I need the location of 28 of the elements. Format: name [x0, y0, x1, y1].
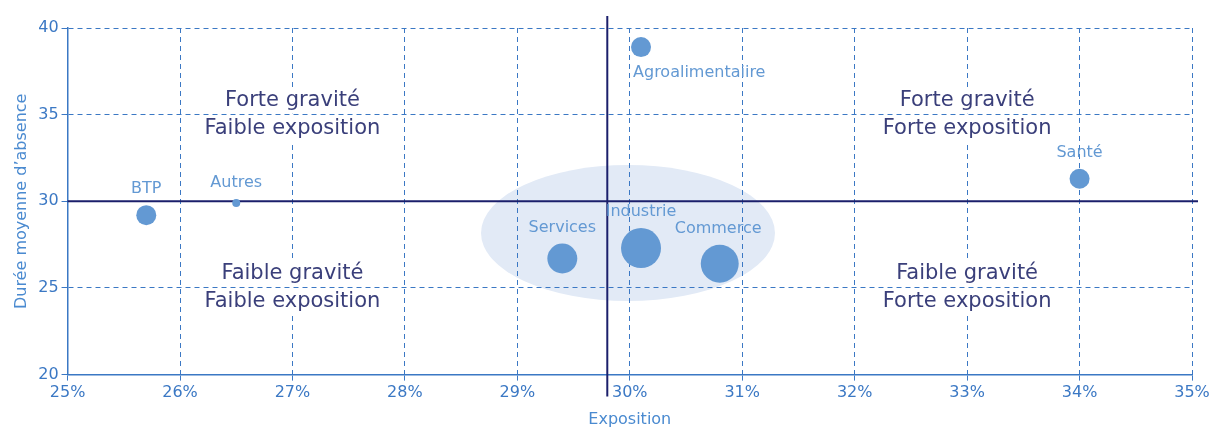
x-tick-label: 30% — [612, 382, 648, 402]
annotation: Faible gravité Faible exposition — [204, 260, 381, 313]
y-tick-label: 20 — [38, 363, 59, 383]
x-tick-label: 34% — [1061, 382, 1098, 402]
series-label: Autres — [210, 172, 263, 192]
annotation: Faible gravité Forte exposition — [882, 260, 1052, 313]
y-tick-label: 35 — [38, 103, 59, 123]
x-tick-label: 25% — [49, 382, 86, 402]
annotation: Forte gravité Faible exposition — [204, 87, 381, 140]
x-axis-title: Exposition — [588, 408, 672, 428]
x-tick-label: 28% — [387, 382, 423, 402]
x-tick-label: 27% — [274, 382, 311, 402]
y-axis-title: Durée moyenne d’absence — [10, 93, 30, 310]
y-tick-label: 40 — [38, 17, 59, 37]
x-tick-label: 33% — [949, 382, 985, 402]
series-label: Commerce — [674, 217, 762, 237]
series-label: Services — [528, 216, 597, 236]
series-label: Agroalimentaiire — [633, 62, 766, 82]
series-label: Santé — [1056, 141, 1103, 161]
x-tick-label: 32% — [836, 382, 873, 402]
y-tick-label: 30 — [38, 190, 59, 210]
annotation: Forte gravité Forte exposition — [882, 87, 1052, 140]
series-label: BTP — [131, 178, 162, 198]
y-tick-label: 25 — [38, 277, 59, 297]
x-tick-label: 31% — [724, 382, 761, 402]
x-tick-label: 26% — [162, 382, 198, 402]
x-tick-label: 29% — [499, 382, 536, 402]
x-tick-label: 35% — [1174, 382, 1210, 402]
